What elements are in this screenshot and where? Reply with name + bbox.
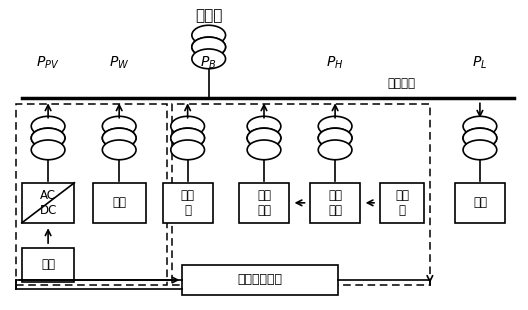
Circle shape [318,128,352,148]
Text: $P_{H}$: $P_{H}$ [326,54,344,71]
Text: $P_{L}$: $P_{L}$ [473,54,487,71]
Bar [22,248,74,281]
Circle shape [171,128,204,148]
Circle shape [192,37,225,57]
Text: $P_{PV}$: $P_{PV}$ [36,54,60,71]
Circle shape [192,49,225,69]
Circle shape [318,116,352,136]
Circle shape [102,140,136,160]
Circle shape [463,128,497,148]
Bar [239,183,289,223]
Circle shape [31,140,65,160]
Circle shape [463,116,497,136]
Circle shape [171,128,204,148]
Text: 蓄电
池: 蓄电 池 [181,189,195,217]
Text: 电解
水: 电解 水 [395,189,409,217]
Bar [380,183,425,223]
Circle shape [247,128,281,148]
Circle shape [247,140,281,160]
Bar [22,183,74,223]
Circle shape [247,116,281,136]
Text: 混合含能控制: 混合含能控制 [238,273,282,286]
Text: 风电: 风电 [112,196,126,209]
Text: 光伏: 光伏 [41,258,55,271]
Text: $P_{W}$: $P_{W}$ [109,54,129,71]
Circle shape [463,140,497,160]
Circle shape [31,128,65,148]
Bar [455,183,505,223]
Circle shape [102,128,136,148]
Circle shape [171,140,204,160]
Bar [310,183,360,223]
Text: AC
DC: AC DC [40,189,57,217]
Circle shape [318,128,352,148]
Text: 燃料
电池: 燃料 电池 [257,189,271,217]
Circle shape [318,140,352,160]
Bar [93,183,146,223]
Text: 交流母线: 交流母线 [387,77,415,90]
Circle shape [31,116,65,136]
Circle shape [171,116,204,136]
Bar [182,264,338,295]
Circle shape [192,25,225,45]
Text: 储氢
装置: 储氢 装置 [328,189,342,217]
Circle shape [463,128,497,148]
Bar [172,104,430,285]
Circle shape [192,37,225,57]
Bar [163,183,213,223]
Circle shape [31,128,65,148]
Bar [16,104,166,285]
Text: 大电网: 大电网 [195,8,222,24]
Text: 负载: 负载 [473,196,487,209]
Text: $P_{B}$: $P_{B}$ [201,54,217,71]
Circle shape [102,128,136,148]
Circle shape [102,116,136,136]
Circle shape [247,128,281,148]
